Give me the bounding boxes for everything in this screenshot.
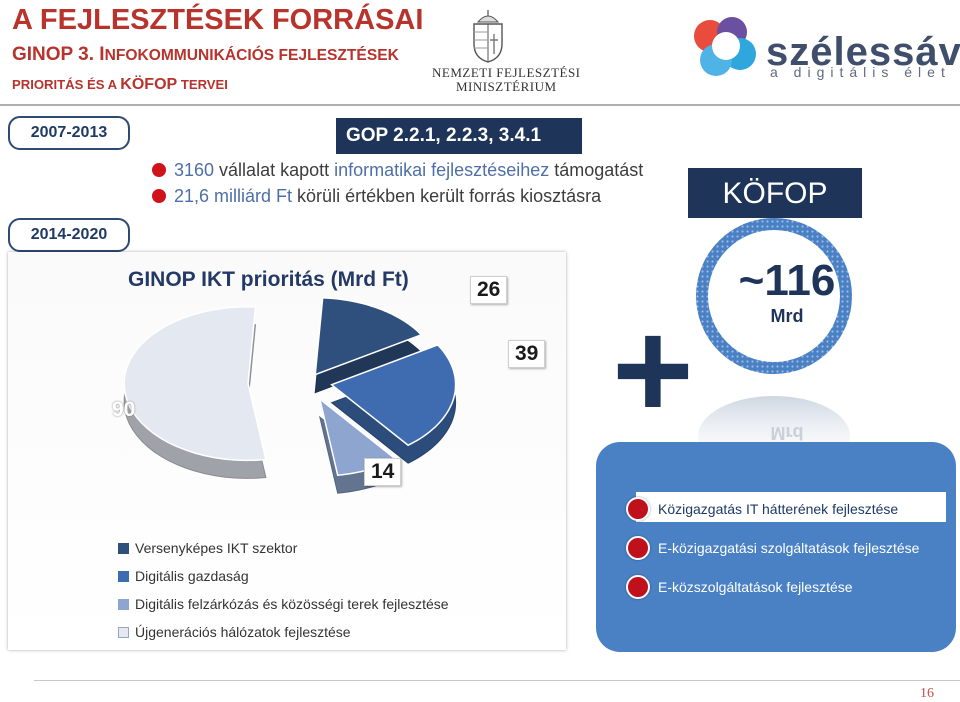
kofop-unit: Mrd [770, 306, 804, 326]
header-divider [0, 104, 960, 106]
ministry-name: NEMZETI FEJLESZTÉSI MINISZTÉRIUM [432, 66, 581, 94]
slide-subtitle-line1: GINOP 3. INFOKOMMUNIKÁCIÓS FEJLESZTÉSEK [12, 44, 399, 66]
bullet-text: körüli értékben került forrás kiosztásra [292, 186, 602, 206]
kofop-amount: ~116 [738, 256, 836, 305]
period-badge-2014-2020: 2014-2020 [8, 218, 130, 252]
legend-swatch [118, 570, 129, 582]
bullet-item: 21,6 milliárd Ft körüli értékben került … [152, 186, 601, 207]
plus-sign: + [612, 291, 694, 448]
gop-label: GOP 2.2.1, 2.2.3, 3.4.1 [336, 118, 582, 154]
bullet-tail: támogatást [549, 160, 644, 180]
legend-label: Digitális gazdaság [135, 568, 249, 584]
legend-swatch [118, 598, 129, 610]
bullet-dot-icon [626, 536, 650, 560]
legend-item: Digitális felzárkózás és közösségi terek… [118, 590, 449, 618]
subtitle-part: TERVEI [177, 77, 228, 92]
legend-swatch [118, 626, 129, 638]
subtitle-part: NFOKOMMUNIKÁCIÓS FEJLESZTÉSEK [104, 47, 399, 64]
page-number: 16 [920, 686, 934, 701]
legend-label: Újgenerációs hálózatok fejlesztése [135, 624, 351, 640]
slide-subtitle-line2: PRIORITÁS ÉS A KÖFOP TERVEI [12, 76, 228, 94]
kofop-item-highlight [636, 492, 946, 522]
subtitle-part: PRIORITÁS ÉS A [12, 77, 121, 92]
coat-of-arms-icon [473, 10, 503, 63]
szelessav-logo-icon [694, 17, 756, 76]
period-badge-2007-2013: 2007-2013 [8, 116, 130, 150]
bullet-dot-icon [152, 189, 166, 203]
bullet-number: 3160 [174, 160, 215, 180]
bullet-dot-icon [152, 163, 166, 177]
subtitle-part: KÖFOP [120, 76, 178, 93]
slice-ujgeneracios [123, 305, 267, 462]
bullet-dot-icon [626, 575, 650, 599]
data-label-versenykepes: 26 [470, 276, 508, 304]
chart-title: GINOP IKT prioritás (Mrd Ft) [128, 268, 409, 291]
legend-label: Digitális felzárkózás és közösségi terek… [135, 596, 449, 612]
kofop-item: E-közszolgáltatások fejlesztése [626, 575, 853, 599]
kofop-unit-reflection: Mrd [770, 423, 804, 443]
subtitle-part: GINOP 3. I [12, 44, 105, 65]
bullet-item: 3160 vállalat kapott informatikai fejles… [152, 160, 643, 181]
kofop-item-label: E-közszolgáltatások fejlesztése [658, 579, 853, 595]
kofop-items-panel [596, 442, 956, 652]
kofop-item-label: Közigazgatás IT hátterének fejlesztése [658, 501, 899, 517]
legend-item: Digitális gazdaság [118, 562, 449, 590]
bullet-dot-icon [626, 497, 650, 521]
ministry-line: MINISZTÉRIUM [455, 79, 557, 94]
data-label-digitalis-gazdasag: 39 [508, 340, 546, 368]
legend-swatch [118, 542, 129, 554]
kofop-ring [696, 218, 852, 454]
chart-legend: Versenyképes IKT szektor Digitális gazda… [118, 534, 449, 646]
slide-title: A FEJLESZTÉSEK FORRÁSAI [12, 4, 424, 36]
pie-chart [123, 297, 457, 494]
bullet-text: vállalat kapott [214, 160, 335, 180]
bullet-highlight: informatikai fejlesztéseihez [334, 160, 550, 180]
slice-digitalis-gazdasag [330, 344, 457, 447]
ministry-line: NEMZETI FEJLESZTÉSI [432, 65, 581, 80]
kofop-item: E-közigazgatási szolgáltatások fejleszté… [626, 536, 919, 560]
chart-panel [8, 252, 566, 650]
kofop-label: KÖFOP [688, 168, 862, 218]
logo-wordmark: szélessáv [766, 30, 960, 74]
data-label-ujgeneracios: 90 [112, 398, 136, 421]
kofop-item: Közigazgatás IT hátterének fejlesztése [626, 497, 898, 521]
bullet-number: 21,6 milliárd Ft [174, 186, 293, 206]
legend-label: Versenyképes IKT szektor [135, 540, 298, 556]
footer-divider [34, 680, 960, 681]
logo-tagline: a digitális élet [770, 64, 951, 80]
kofop-item-label: E-közigazgatási szolgáltatások fejleszté… [658, 540, 920, 556]
slice-versenykepes [314, 297, 423, 376]
legend-item: Újgenerációs hálózatok fejlesztése [118, 618, 449, 646]
legend-item: Versenyképes IKT szektor [118, 534, 449, 562]
data-label-digitalis-felzarkozas: 14 [364, 458, 402, 486]
